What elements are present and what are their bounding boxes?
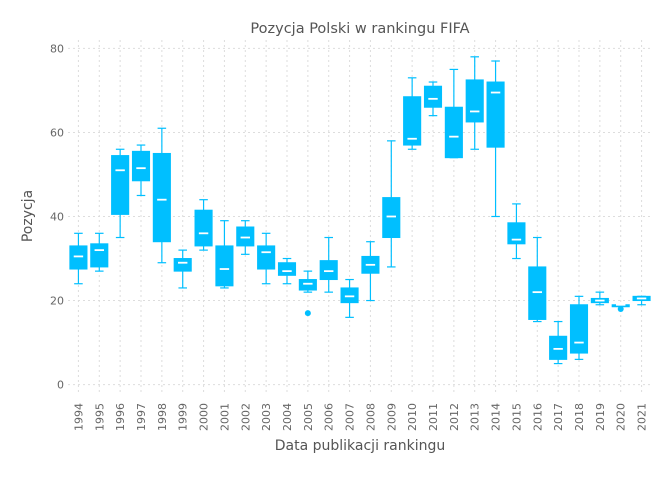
box-body <box>403 96 422 146</box>
box-body <box>465 79 484 123</box>
box-2007 <box>340 278 359 318</box>
box-body <box>277 262 297 276</box>
y-tick-label: 40 <box>50 211 64 224</box>
box-body <box>549 335 568 360</box>
box-body <box>236 226 255 247</box>
boxes <box>69 56 651 365</box>
x-tick-label: 2009 <box>385 403 398 431</box>
box-1995 <box>90 232 109 272</box>
box-body <box>111 155 130 215</box>
box-2016 <box>528 236 547 323</box>
y-tick-label: 20 <box>50 295 64 308</box>
box-body <box>382 197 401 239</box>
box-body <box>528 266 547 320</box>
x-axis-title: Data publikacji rankingu <box>275 438 446 454</box>
box-2021 <box>632 295 651 306</box>
box-body <box>423 85 443 108</box>
box-body <box>486 81 505 148</box>
x-tick-label: 1998 <box>156 403 169 431</box>
x-tick-label: 2011 <box>427 403 440 431</box>
x-tick-label: 2006 <box>323 403 336 431</box>
chart-title: Pozycja Polski w rankingu FIFA <box>250 21 469 37</box>
x-tick-label: 2007 <box>344 403 357 431</box>
box-2019 <box>590 291 609 306</box>
box-2001 <box>215 220 234 289</box>
outlier-point <box>304 310 311 317</box>
y-tick-label: 80 <box>50 42 64 55</box>
x-tick-label: 1996 <box>114 403 127 431</box>
x-tick-label: 2017 <box>552 403 565 431</box>
y-tick-label: 60 <box>50 126 64 139</box>
x-tick-label: 2008 <box>364 403 377 431</box>
x-tick-label: 1999 <box>177 403 190 431</box>
box-body <box>152 152 171 243</box>
box-2000 <box>194 199 213 251</box>
x-tick-label: 2018 <box>573 403 586 431</box>
x-tick-label: 2020 <box>615 403 628 431</box>
x-tick-label: 2005 <box>302 403 315 431</box>
y-ticks: 0 20 40 60 80 <box>50 42 64 391</box>
box-2008 <box>361 241 380 302</box>
box-2002 <box>236 220 255 255</box>
box-body <box>507 222 526 245</box>
box-body <box>298 279 317 291</box>
box-body <box>69 245 88 270</box>
box-1999 <box>173 249 192 289</box>
x-tick-label: 2014 <box>490 403 503 431</box>
outlier-point <box>617 305 624 312</box>
box-body <box>90 243 109 268</box>
y-tick-label: 0 <box>57 379 64 392</box>
box-body <box>194 209 213 247</box>
box-body <box>340 287 359 304</box>
box-2017 <box>549 320 568 365</box>
box-body <box>319 260 338 281</box>
box-2013 <box>465 56 484 150</box>
box-1997 <box>131 144 151 197</box>
box-2018 <box>569 295 589 360</box>
x-tick-label: 2010 <box>406 403 419 431</box>
x-tick-label: 2015 <box>510 403 523 431</box>
box-body <box>569 304 589 354</box>
box-body <box>444 106 463 159</box>
box-2006 <box>319 236 338 293</box>
x-tick-label: 2001 <box>218 403 231 431</box>
box-2011 <box>423 81 443 117</box>
x-tick-label: 1994 <box>72 403 85 431</box>
box-body <box>257 245 276 270</box>
x-ticks: 1994 1995 1996 1997 1998 1999 2000 2001 2002 2003… <box>72 403 648 431</box>
box-2010 <box>403 77 422 150</box>
box-2009 <box>382 140 401 268</box>
box-2003 <box>257 232 276 285</box>
box-1998 <box>152 127 171 264</box>
x-tick-label: 2004 <box>281 403 294 431</box>
box-2015 <box>507 203 526 260</box>
x-tick-label: 2019 <box>594 403 607 431</box>
box-body <box>173 258 192 272</box>
box-2012 <box>444 68 463 159</box>
x-tick-label: 2016 <box>531 403 544 431</box>
x-tick-label: 2021 <box>636 403 649 431</box>
box-2004 <box>277 257 297 285</box>
box-1994 <box>69 232 88 285</box>
y-axis-title: Pozycja <box>20 190 36 242</box>
x-tick-label: 2003 <box>260 403 273 431</box>
x-tick-label: 2013 <box>469 403 482 431</box>
box-1996 <box>111 148 130 239</box>
x-tick-label: 1997 <box>135 403 148 431</box>
box-2005 <box>298 270 317 317</box>
x-tick-label: 2012 <box>448 403 461 431</box>
box-body <box>215 245 234 287</box>
box-body <box>131 150 151 182</box>
box-2020 <box>611 303 630 312</box>
x-tick-label: 1995 <box>93 403 106 431</box>
x-tick-label: 2000 <box>198 403 211 431</box>
box-2014 <box>486 60 505 218</box>
x-tick-label: 2002 <box>239 403 252 431</box>
